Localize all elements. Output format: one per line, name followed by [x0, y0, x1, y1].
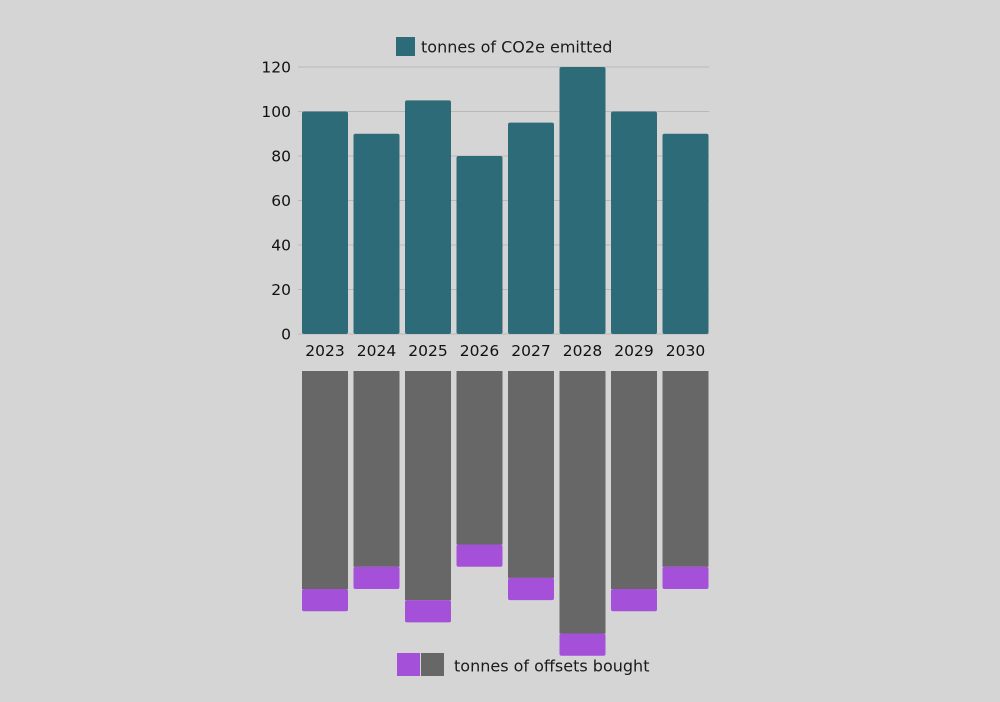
bar-gross-2028 [559, 371, 606, 634]
bar-gross-2026 [456, 371, 503, 545]
y-tick-label: 80 [271, 148, 291, 166]
x-tick-label: 2026 [460, 342, 499, 360]
bar-emissions-2028 [559, 67, 606, 334]
legend-swatch-offsets [397, 653, 420, 676]
bar-offsets-2024 [353, 566, 400, 590]
bar-emissions-2027 [508, 122, 554, 334]
bar-emissions-2024 [353, 133, 400, 334]
x-tick-label: 2024 [357, 342, 396, 360]
y-axis-ticks: 0 20 40 60 80 100 120 [261, 59, 291, 344]
y-tick-label: 20 [271, 281, 291, 299]
bar-emissions-2030 [662, 133, 709, 334]
x-tick-label: 2029 [614, 342, 653, 360]
legend-swatch-emissions [396, 37, 415, 56]
bar-gross-2027 [508, 371, 554, 578]
y-tick-label: 60 [271, 192, 291, 210]
bar-offsets-2026 [456, 544, 503, 567]
bar-gross-2023 [302, 371, 348, 590]
y-tick-label: 0 [281, 326, 291, 344]
legend-top: tonnes of CO2e emitted [396, 37, 612, 57]
bar-emissions-2023 [302, 111, 348, 334]
y-tick-label: 100 [261, 103, 291, 121]
x-tick-label: 2028 [563, 342, 602, 360]
bar-offsets-2030 [662, 566, 709, 590]
bar-offsets-2029 [611, 589, 657, 612]
legend-swatch-gross [421, 653, 444, 676]
x-tick-label: 2030 [666, 342, 705, 360]
bar-emissions-2026 [456, 156, 503, 334]
emissions-bars [302, 67, 709, 334]
bar-offsets-2025 [405, 600, 451, 623]
legend-bottom: tonnes of offsets bought [397, 653, 649, 676]
x-tick-label: 2027 [511, 342, 550, 360]
bar-emissions-2029 [611, 111, 657, 334]
bar-gross-2025 [405, 371, 451, 601]
legend-label-emissions: tonnes of CO2e emitted [421, 38, 612, 57]
x-tick-label: 2023 [305, 342, 344, 360]
bar-offsets-2027 [508, 577, 554, 601]
bar-offsets-2028 [559, 633, 606, 656]
bar-emissions-2025 [405, 100, 451, 334]
legend-label-offsets: tonnes of offsets bought [454, 657, 649, 676]
x-axis-ticks: 2023 2024 2025 2026 2027 2028 2029 2030 [305, 342, 705, 360]
bar-gross-2024 [353, 371, 400, 567]
x-tick-label: 2025 [408, 342, 447, 360]
bar-gross-2029 [611, 371, 657, 590]
y-tick-label: 40 [271, 237, 291, 255]
bar-offsets-2023 [302, 589, 348, 612]
bar-gross-2030 [662, 371, 709, 567]
y-tick-label: 120 [261, 59, 291, 77]
offsets-bars [302, 371, 709, 656]
